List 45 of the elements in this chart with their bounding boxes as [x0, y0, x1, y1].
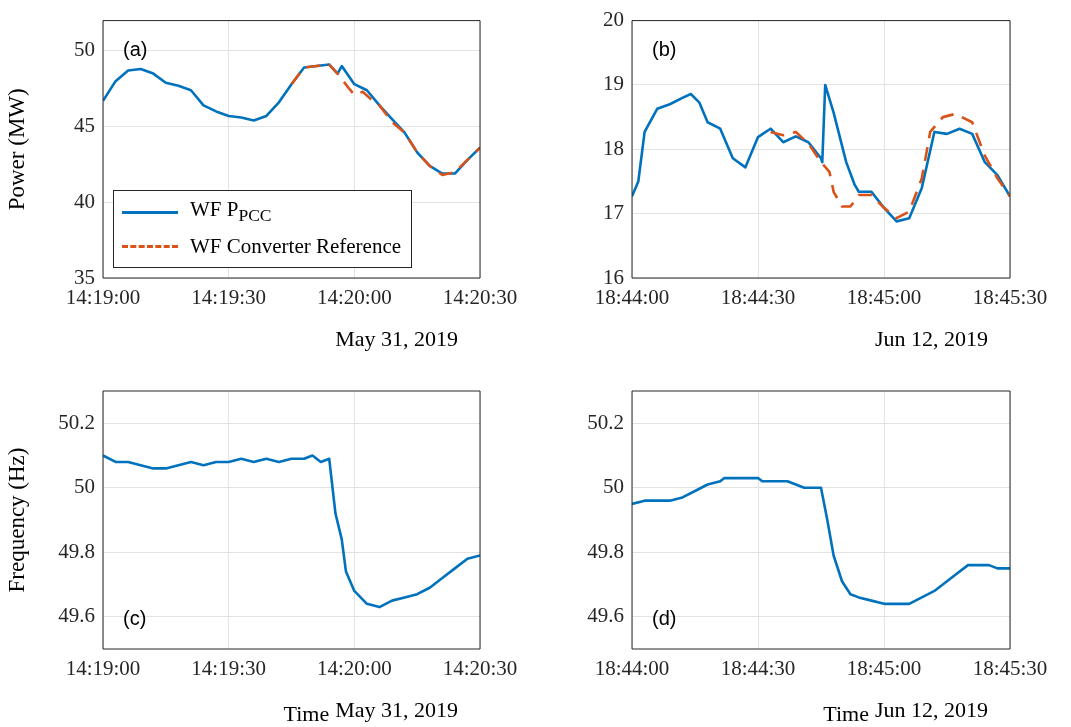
x-tick-label: 18:45:30	[972, 656, 1048, 681]
x-tick-label: 18:45:00	[846, 656, 922, 681]
y-axis-title: Frequency (Hz)	[3, 447, 29, 593]
x-tick-label: 14:20:00	[316, 656, 392, 681]
y-tick-label: 19	[603, 71, 624, 96]
y-tick-label: 20	[603, 7, 624, 32]
x-tick-label: 14:20:00	[316, 285, 392, 310]
line-series	[290, 63, 480, 177]
text: May 31, 2019	[335, 697, 458, 722]
x-tick-label: 18:45:30	[972, 285, 1048, 310]
text: May 31, 2019	[335, 326, 458, 351]
legend-label: WF Converter Reference	[190, 233, 402, 259]
annotation: (b)	[652, 38, 677, 61]
x-axis-title: Time	[283, 701, 330, 726]
x-tick-label: 18:45:00	[846, 285, 922, 310]
annotation: (c)	[123, 606, 147, 629]
x-tick-label: 14:19:30	[191, 656, 266, 681]
y-tick-label: 50.2	[58, 409, 95, 434]
line-series	[769, 112, 1010, 220]
x-tick-label: 18:44:30	[720, 656, 796, 681]
annotation: (d)	[652, 606, 677, 629]
y-tick-label: 50	[74, 474, 95, 499]
x-tick-label: 14:19:30	[191, 285, 266, 310]
x-tick-label: 14:19:00	[65, 656, 141, 681]
y-tick-label: 17	[603, 200, 624, 225]
x-tick-label: 18:44:00	[594, 656, 670, 681]
text: Jun 12, 2019	[874, 326, 988, 351]
y-tick-label: 49.6	[587, 603, 624, 628]
x-axis-title: Time	[823, 701, 869, 726]
y-tick-label: 49.6	[58, 603, 95, 628]
text: Jun 12, 2019	[874, 697, 988, 722]
y-tick-label: 50	[603, 474, 624, 499]
legend-label: WF P$_{PCC}$	[190, 197, 272, 227]
x-tick-label: 18:44:30	[720, 285, 796, 310]
x-tick-label: 14:20:30	[442, 285, 518, 310]
y-tick-label: 18	[603, 135, 624, 160]
y-tick-label: 45	[74, 113, 95, 138]
y-tick-label: 50	[74, 37, 95, 62]
annotation: (a)	[123, 38, 148, 61]
y-tick-label: 50.2	[587, 409, 624, 434]
y-axis-title: Power (MW)	[3, 88, 29, 211]
y-tick-label: 49.8	[58, 538, 95, 563]
y-tick-label: 40	[74, 188, 95, 213]
x-tick-label: 14:20:30	[442, 656, 518, 681]
y-tick-label: 49.8	[587, 538, 624, 563]
